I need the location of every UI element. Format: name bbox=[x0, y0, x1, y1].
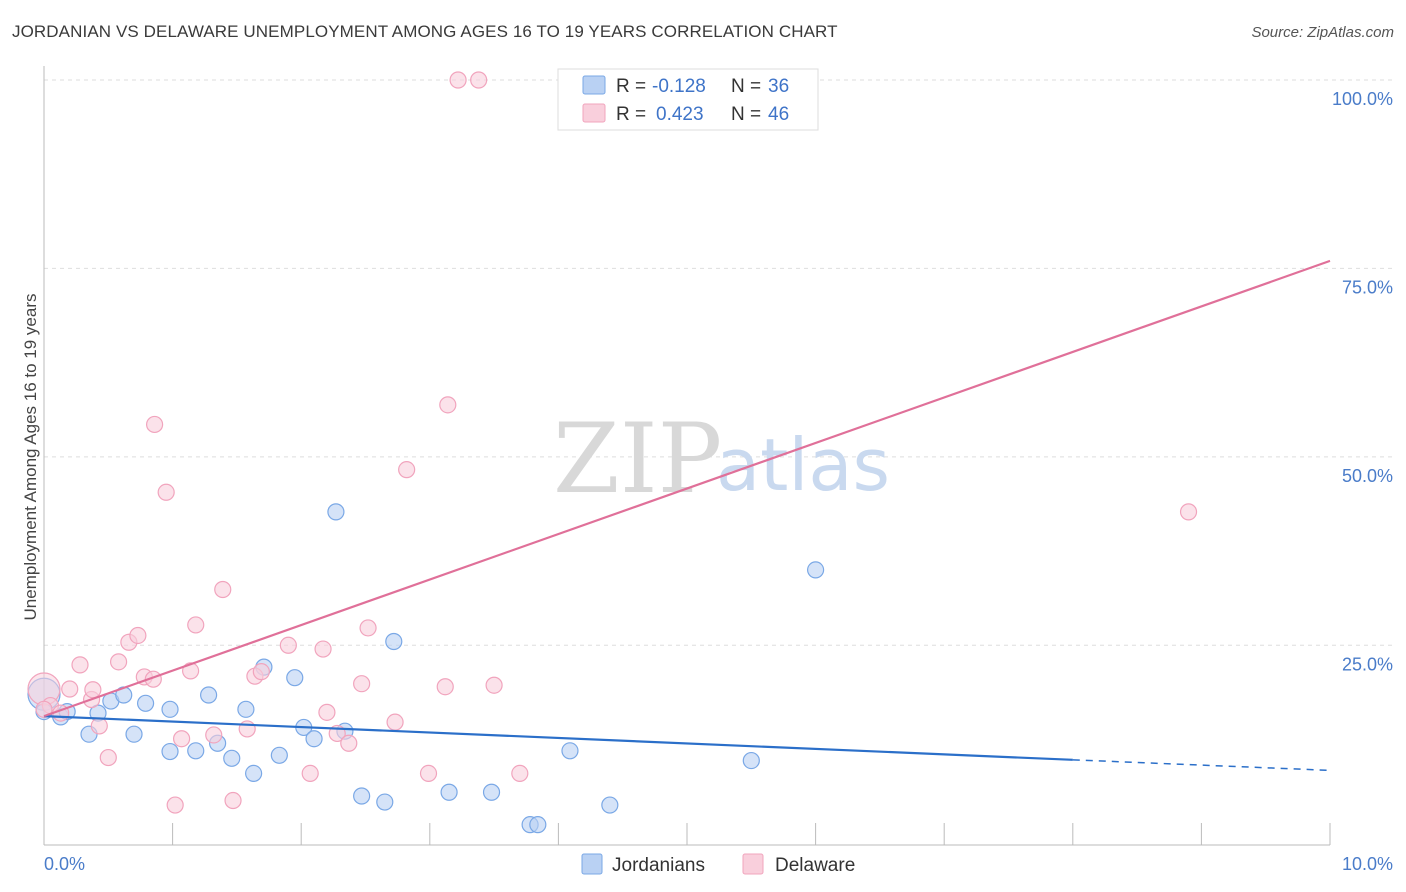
grid-lines bbox=[44, 79, 1392, 646]
delaware-point-41 bbox=[485, 676, 503, 694]
bottom-legend-label-jordanians: Jordanians bbox=[612, 855, 705, 876]
jordanians-point-19 bbox=[286, 669, 304, 687]
delaware-point-45 bbox=[35, 700, 53, 718]
trend-lines bbox=[43, 259, 1331, 772]
delaware-point-35 bbox=[398, 461, 416, 479]
legend-r-label-1: R = bbox=[616, 76, 646, 97]
jordanians-point-34 bbox=[806, 561, 825, 579]
jordanians-point-30 bbox=[529, 816, 547, 834]
jordanians-point-24 bbox=[353, 787, 371, 805]
legend-n-value-2: 46 bbox=[768, 104, 789, 125]
delaware-point-37 bbox=[436, 678, 454, 696]
bottom-legend-label-delaware: Delaware bbox=[775, 855, 855, 876]
delaware-trend-line bbox=[43, 259, 1331, 718]
delaware-point-28 bbox=[314, 640, 332, 658]
jordanians-point-31 bbox=[561, 742, 579, 760]
delaware-point-20 bbox=[205, 726, 223, 744]
x-tick-labels: 0.0% 10.0% bbox=[44, 854, 1393, 874]
delaware-point-31 bbox=[340, 734, 358, 752]
delaware-point-34 bbox=[386, 713, 404, 731]
jordanians-point-18 bbox=[270, 746, 288, 764]
watermark-atlas: atlas bbox=[716, 423, 890, 507]
y-tick-label-100: 100.0% bbox=[1332, 89, 1393, 109]
delaware-point-8 bbox=[99, 748, 117, 767]
bottom-legend-swatch-jordanians bbox=[581, 853, 603, 875]
legend-n-label-2: N = bbox=[731, 104, 761, 125]
jordanians-point-33 bbox=[742, 751, 760, 770]
delaware-point-36 bbox=[419, 764, 438, 782]
jordanians-point-28 bbox=[482, 783, 501, 801]
legend-r-value-2: 0.423 bbox=[656, 104, 704, 125]
delaware-point-40 bbox=[470, 71, 488, 89]
jordanians-point-10 bbox=[161, 742, 179, 761]
delaware-point-9 bbox=[109, 653, 128, 671]
delaware-point-33 bbox=[359, 619, 377, 637]
delaware-point-21 bbox=[214, 580, 232, 599]
x-tick-label-min: 0.0% bbox=[44, 854, 85, 874]
delaware-point-26 bbox=[279, 636, 297, 654]
legend-n-label-1: N = bbox=[731, 76, 761, 97]
legend-r-value-1: -0.128 bbox=[652, 76, 706, 97]
delaware-point-6 bbox=[84, 681, 102, 699]
jordanians-point-14 bbox=[223, 749, 241, 767]
delaware-point-38 bbox=[439, 396, 457, 414]
delaware-point-25 bbox=[252, 663, 270, 681]
jordanians-point-16 bbox=[245, 764, 263, 782]
delaware-point-17 bbox=[173, 730, 191, 748]
y-tick-labels: 25.0% 50.0% 75.0% 100.0% bbox=[1332, 89, 1393, 674]
delaware-point-11 bbox=[129, 626, 147, 645]
jordanians-point-9 bbox=[161, 700, 179, 718]
chart-source: Source: ZipAtlas.com bbox=[1251, 24, 1394, 41]
delaware-point-22 bbox=[224, 791, 242, 810]
data-points bbox=[27, 71, 1198, 834]
delaware-point-3 bbox=[61, 680, 79, 698]
legend-swatch-jordanians bbox=[582, 75, 606, 95]
watermark: ZIP atlas bbox=[553, 403, 890, 515]
y-tick-label-25: 25.0% bbox=[1342, 654, 1393, 674]
legend-r-label-2: R = bbox=[616, 104, 646, 125]
x-tick-label-max: 10.0% bbox=[1342, 854, 1393, 874]
delaware-point-16 bbox=[166, 796, 184, 814]
jordanians-point-25 bbox=[376, 793, 394, 811]
delaware-point-29 bbox=[318, 703, 336, 721]
series-legend: Jordanians Delaware bbox=[581, 853, 855, 876]
delaware-point-15 bbox=[157, 483, 175, 501]
delaware-point-42 bbox=[511, 764, 529, 782]
jordanians-trend-extension bbox=[1072, 759, 1331, 772]
legend-n-value-1: 36 bbox=[768, 76, 789, 97]
delaware-point-18 bbox=[182, 662, 200, 680]
delaware-point-39 bbox=[449, 71, 467, 89]
jordanians-point-32 bbox=[601, 796, 619, 814]
jordanians-point-21 bbox=[305, 730, 323, 748]
jordanians-point-26 bbox=[385, 632, 403, 651]
jordanians-point-12 bbox=[200, 686, 218, 704]
jordanians-point-8 bbox=[136, 694, 155, 712]
delaware-point-44 bbox=[1179, 503, 1198, 521]
jordanians-point-11 bbox=[187, 742, 205, 760]
delaware-point-19 bbox=[187, 616, 205, 634]
delaware-point-32 bbox=[353, 675, 371, 693]
y-tick-label-75: 75.0% bbox=[1342, 277, 1393, 297]
legend-swatch-delaware bbox=[582, 103, 606, 123]
watermark-zip: ZIP bbox=[553, 403, 722, 515]
axes bbox=[43, 66, 1331, 846]
y-tick-label-50: 50.0% bbox=[1342, 466, 1393, 486]
bottom-legend-swatch-delaware bbox=[742, 853, 764, 875]
correlation-legend: R = -0.128 N = 36 R = 0.423 N = 46 bbox=[557, 68, 819, 131]
y-axis-label: Unemployment Among Ages 16 to 19 years bbox=[21, 294, 40, 621]
jordanians-point-15 bbox=[237, 700, 255, 718]
delaware-point-4 bbox=[71, 656, 89, 674]
jordanians-point-22 bbox=[327, 503, 345, 521]
delaware-point-23 bbox=[238, 720, 256, 738]
delaware-point-27 bbox=[301, 764, 319, 782]
chart-title: JORDANIAN VS DELAWARE UNEMPLOYMENT AMONG… bbox=[12, 22, 838, 41]
delaware-point-14 bbox=[145, 415, 164, 434]
delaware-point-7 bbox=[90, 717, 108, 735]
jordanians-trend-line bbox=[43, 715, 1073, 761]
jordanians-point-7 bbox=[125, 725, 143, 743]
jordanians-point-27 bbox=[440, 783, 458, 801]
